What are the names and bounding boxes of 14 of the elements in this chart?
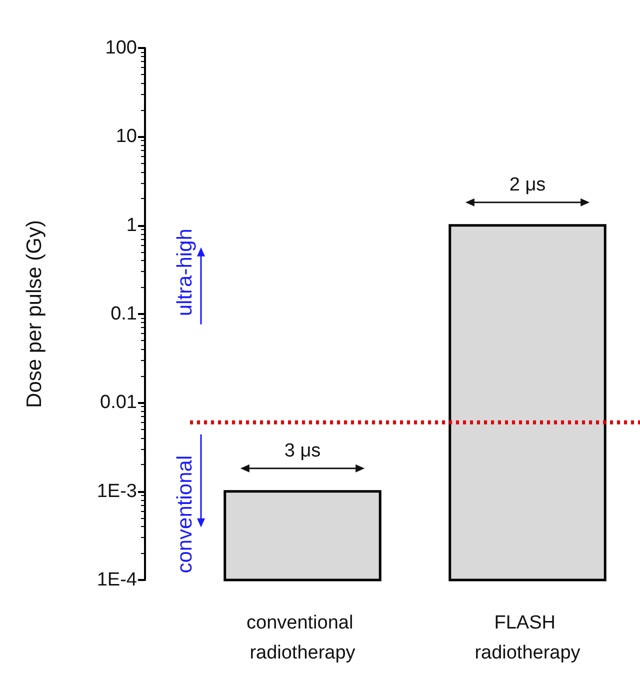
y-axis-title: Dose per pulse (Gy) <box>23 220 46 408</box>
y-tick-label: 1E-4 <box>96 570 138 590</box>
y-tick-label: 0.1 <box>110 304 137 324</box>
y-tick-label: 100 <box>105 38 137 58</box>
y-tick-label: 10 <box>116 126 137 148</box>
annotation: conventional <box>174 455 196 574</box>
annotation: ultra-high <box>174 228 196 316</box>
x-tick-label: FLASH radiotherapy <box>474 612 581 664</box>
y-tick-label: 1E-3 <box>96 480 137 502</box>
x-tick-label: conventional radiotherapy <box>246 612 358 664</box>
y-tick-label: 1 <box>126 214 137 236</box>
annotation: 2 μs <box>509 174 546 196</box>
y-tick-label: 0.01 <box>100 392 137 414</box>
annotation: 3 μs <box>284 440 321 462</box>
